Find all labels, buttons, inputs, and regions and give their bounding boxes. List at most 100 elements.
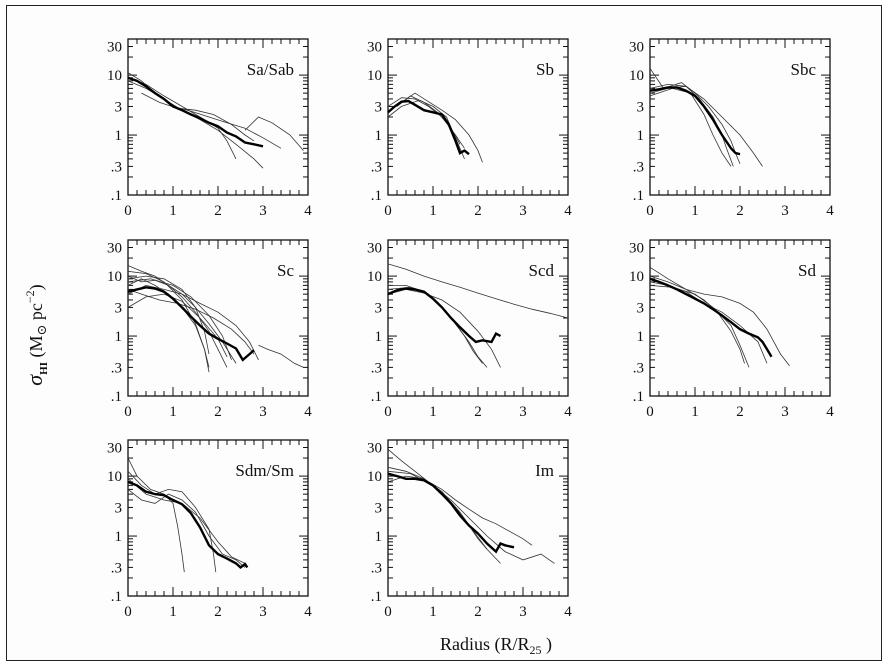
galaxy-profile-line bbox=[127, 72, 282, 149]
x-tick-label: 1 bbox=[169, 203, 177, 219]
panel-grid: 0 1 2 3 4 30 10 3 1 .3 .1 Sa/Sab 0 1 2 3 4 30 10 3 1 .3 .1 Sb 0 1… bbox=[107, 38, 834, 620]
panel-1: 0 1 2 3 4 30 10 3 1 .3 .1 Sb bbox=[367, 38, 572, 219]
mean-profile-line bbox=[127, 480, 249, 569]
galaxy-profile-line bbox=[649, 85, 763, 167]
galaxy-profile-line bbox=[387, 288, 501, 368]
galaxy-profile-line bbox=[649, 275, 745, 364]
galaxy-profile-line bbox=[649, 83, 734, 167]
y-tick-label: 30 bbox=[367, 440, 382, 456]
y-tick-label: .3 bbox=[111, 159, 122, 175]
y-tick-label: .1 bbox=[633, 188, 644, 204]
y-tick-label: .1 bbox=[371, 188, 382, 204]
x-tick-label: 4 bbox=[564, 404, 572, 420]
galaxy-profile-line bbox=[127, 289, 255, 355]
y-tick-label: 10 bbox=[367, 469, 382, 485]
y-tick-label: 3 bbox=[375, 99, 383, 115]
galaxy-profile-line bbox=[127, 265, 228, 368]
panel-type-label: Sd bbox=[798, 261, 816, 280]
x-tick-label: 2 bbox=[214, 203, 222, 219]
galaxy-profile-line bbox=[127, 80, 264, 169]
x-tick-label: 3 bbox=[519, 604, 527, 620]
x-tick-label: 3 bbox=[781, 203, 789, 219]
y-tick-label: 10 bbox=[107, 68, 122, 84]
panel-type-label: Im bbox=[535, 461, 554, 480]
y-tick-label: 1 bbox=[637, 128, 645, 144]
panel-type-label: Sb bbox=[536, 60, 554, 79]
x-tick-label: 3 bbox=[259, 604, 267, 620]
galaxy-profile-line bbox=[127, 489, 246, 568]
x-tick-label: 3 bbox=[259, 404, 267, 420]
y-axis-title: σHI (M⊙ pc−2) bbox=[22, 284, 50, 385]
y-tick-label: 1 bbox=[115, 529, 123, 545]
y-tick-label: 3 bbox=[637, 99, 645, 115]
x-tick-label: 4 bbox=[304, 203, 312, 219]
panel-6: 0 1 2 3 4 30 10 3 1 .3 .1 Sdm/Sm bbox=[107, 439, 312, 620]
mean-profile-line bbox=[387, 99, 470, 156]
x-tick-label: 1 bbox=[429, 404, 437, 420]
galaxy-profile-line bbox=[649, 285, 750, 368]
x-tick-label: 2 bbox=[474, 604, 482, 620]
y-tick-label: 1 bbox=[375, 529, 383, 545]
x-tick-label: 1 bbox=[691, 203, 699, 219]
galaxy-profile-line bbox=[127, 270, 210, 373]
mean-profile-line bbox=[649, 277, 773, 358]
galaxy-profile-line bbox=[387, 470, 555, 564]
galaxy-profile-line bbox=[387, 99, 465, 160]
galaxy-profile-line bbox=[401, 92, 483, 163]
y-tick-label: .3 bbox=[371, 360, 382, 376]
y-tick-label: 3 bbox=[375, 300, 383, 316]
y-tick-label: 30 bbox=[629, 240, 644, 256]
y-tick-label: .3 bbox=[111, 360, 122, 376]
x-tick-label: 3 bbox=[259, 203, 267, 219]
galaxy-profile-line bbox=[127, 284, 259, 361]
y-tick-label: 30 bbox=[107, 440, 122, 456]
galaxy-profile-line bbox=[649, 281, 768, 364]
y-tick-label: .1 bbox=[371, 389, 382, 405]
panel-4: 0 1 2 3 4 30 10 3 1 .3 .1 Scd bbox=[367, 239, 572, 420]
y-tick-label: .3 bbox=[633, 159, 644, 175]
y-tick-label: .3 bbox=[371, 560, 382, 576]
mean-profile-line bbox=[387, 287, 502, 344]
y-tick-label: 30 bbox=[629, 39, 644, 55]
galaxy-profile-line bbox=[387, 263, 569, 319]
y-tick-label: .1 bbox=[111, 389, 122, 405]
galaxy-profile-line bbox=[387, 466, 488, 550]
y-tick-label: .1 bbox=[371, 589, 382, 605]
y-tick-label: 1 bbox=[375, 329, 383, 345]
x-tick-label: 2 bbox=[214, 404, 222, 420]
y-tick-label: 3 bbox=[375, 500, 383, 516]
y-tick-label: 10 bbox=[107, 469, 122, 485]
y-tick-label: .3 bbox=[371, 159, 382, 175]
galaxy-profile-line bbox=[649, 68, 741, 165]
galaxy-profile-line bbox=[127, 275, 210, 355]
galaxy-profile-line bbox=[127, 471, 217, 573]
x-tick-label: 4 bbox=[564, 604, 572, 620]
galaxy-profile-line bbox=[258, 344, 304, 368]
x-tick-label: 2 bbox=[474, 404, 482, 420]
x-tick-label: 0 bbox=[384, 203, 392, 219]
x-tick-label: 2 bbox=[736, 404, 744, 420]
x-tick-label: 0 bbox=[384, 604, 392, 620]
galaxy-profile-line bbox=[127, 77, 237, 160]
panel-7: 0 1 2 3 4 30 10 3 1 .3 .1 Im bbox=[367, 439, 572, 620]
panel-type-label: Scd bbox=[529, 261, 555, 280]
y-tick-label: 1 bbox=[115, 329, 123, 345]
galaxy-profile-line bbox=[396, 95, 461, 145]
y-tick-label: 3 bbox=[115, 500, 123, 516]
mean-profile-line bbox=[387, 472, 515, 554]
x-tick-label: 4 bbox=[304, 404, 312, 420]
y-tick-label: 1 bbox=[375, 128, 383, 144]
y-tick-label: .1 bbox=[633, 389, 644, 405]
y-tick-label: 30 bbox=[367, 240, 382, 256]
galaxy-profile-line bbox=[127, 457, 185, 573]
panel-type-label: Sdm/Sm bbox=[235, 461, 294, 480]
x-tick-label: 4 bbox=[826, 203, 834, 219]
x-tick-label: 1 bbox=[429, 203, 437, 219]
panel-type-label: Sa/Sab bbox=[247, 60, 294, 79]
galaxy-profile-line bbox=[387, 448, 533, 546]
x-tick-label: 4 bbox=[564, 203, 572, 219]
x-tick-label: 0 bbox=[124, 604, 132, 620]
x-tick-label: 3 bbox=[519, 203, 527, 219]
y-tick-label: 10 bbox=[107, 269, 122, 285]
